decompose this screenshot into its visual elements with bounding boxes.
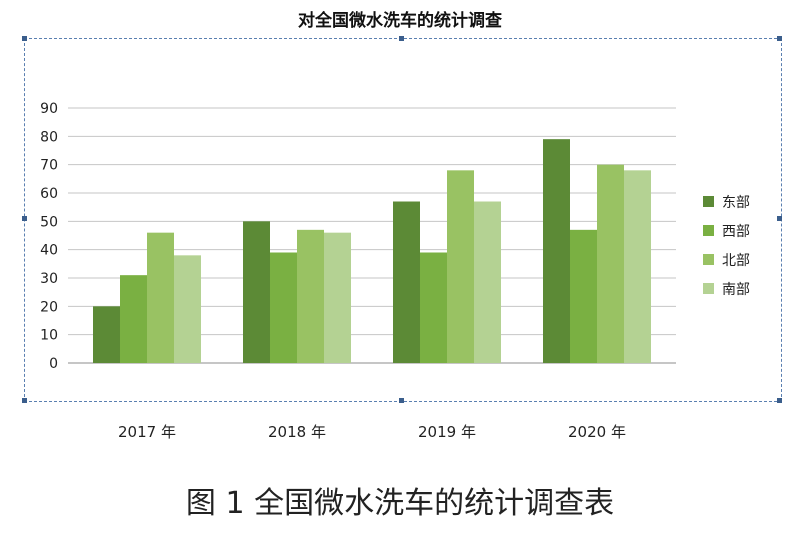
y-axis-ticks: 0 10 20 30 40 50 60 70 80 90 — [40, 101, 58, 372]
bar-北部-2020 年 — [597, 164, 624, 363]
y-tick-label: 60 — [40, 186, 58, 202]
y-tick-label: 0 — [49, 356, 58, 372]
frame-handle-bottom-mid[interactable] — [399, 398, 404, 403]
y-tick-label: 80 — [40, 129, 58, 145]
frame-handle-top-mid[interactable] — [399, 36, 404, 41]
legend-swatch — [703, 225, 714, 236]
bar-西部-2018 年 — [270, 252, 297, 363]
bar-北部-2018 年 — [297, 229, 324, 363]
x-category-label: 2020 年 — [568, 423, 626, 441]
figure-caption: 图 1 全国微水洗车的统计调查表 — [185, 486, 615, 521]
y-tick-label: 70 — [40, 158, 58, 174]
legend-label: 东部 — [722, 195, 750, 211]
x-axis-labels: 2017 年 2018 年 2019 年 2020 年 — [118, 423, 626, 441]
x-category-label: 2017 年 — [118, 423, 176, 441]
y-tick-label: 50 — [40, 214, 58, 230]
legend-swatch — [703, 196, 714, 207]
frame-handle-mid-left[interactable] — [22, 216, 27, 221]
bar-东部-2019 年 — [393, 201, 420, 363]
bar-北部-2017 年 — [147, 232, 174, 363]
legend-label: 西部 — [722, 224, 750, 240]
bar-西部-2017 年 — [120, 275, 147, 363]
y-tick-label: 90 — [40, 101, 58, 117]
frame-handle-top-right[interactable] — [777, 36, 782, 41]
bar-西部-2020 年 — [570, 229, 597, 363]
bar-西部-2019 年 — [420, 252, 447, 363]
x-category-label: 2018 年 — [268, 423, 326, 441]
y-tick-label: 40 — [40, 243, 58, 259]
frame-handle-mid-right[interactable] — [777, 216, 782, 221]
bar-东部-2018 年 — [243, 221, 270, 363]
legend-label: 北部 — [722, 253, 750, 269]
x-category-label: 2019 年 — [418, 423, 476, 441]
frame-handle-top-left[interactable] — [22, 36, 27, 41]
frame-handle-bottom-left[interactable] — [22, 398, 27, 403]
bar-南部-2018 年 — [324, 232, 351, 363]
bar-北部-2019 年 — [447, 170, 474, 363]
y-tick-label: 30 — [40, 271, 58, 287]
y-tick-label: 10 — [40, 328, 58, 344]
bar-南部-2017 年 — [174, 255, 201, 363]
legend-label: 南部 — [722, 282, 750, 298]
chart-title: 对全国微水洗车的统计调查 — [298, 11, 502, 31]
legend-swatch — [703, 283, 714, 294]
bars — [93, 139, 651, 363]
bar-南部-2020 年 — [624, 170, 651, 363]
legend-swatch — [703, 254, 714, 265]
bar-南部-2019 年 — [474, 201, 501, 363]
bar-东部-2020 年 — [543, 139, 570, 363]
bar-东部-2017 年 — [93, 306, 120, 363]
y-tick-label: 20 — [40, 299, 58, 315]
frame-handle-bottom-right[interactable] — [777, 398, 782, 403]
